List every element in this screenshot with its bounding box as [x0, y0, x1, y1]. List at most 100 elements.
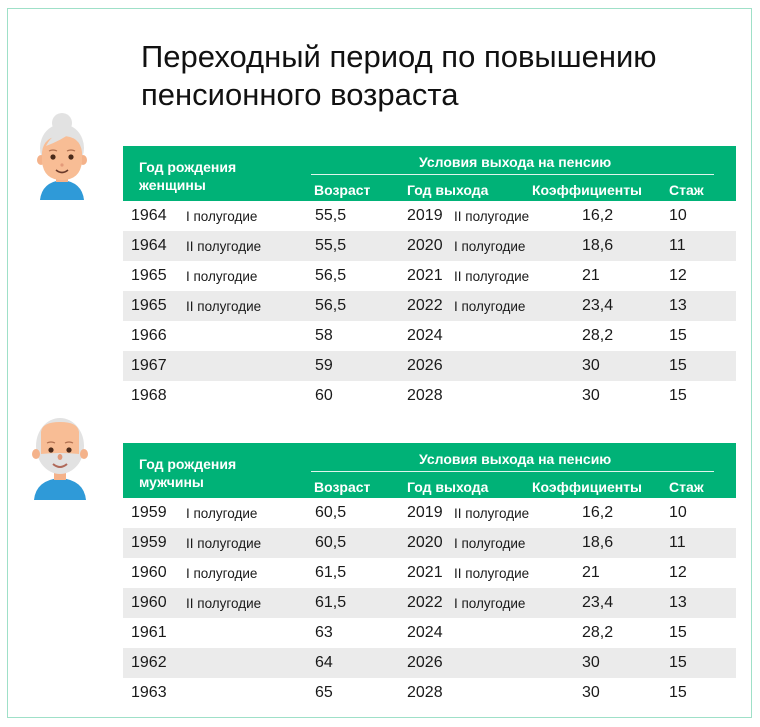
table-row: 1963 65 2028 30 15	[123, 678, 736, 708]
page-frame	[7, 8, 752, 718]
coefficient-cell: 30	[582, 654, 600, 671]
coefficient-cell: 30	[582, 387, 600, 404]
exit-year-cell: 2028	[407, 684, 443, 701]
experience-cell: 13	[669, 297, 687, 314]
experience-cell: 15	[669, 357, 687, 374]
coefficient-cell: 18,6	[582, 237, 614, 254]
exit-year-cell: 2026	[407, 654, 443, 671]
retirement-age-cell: 63	[315, 624, 333, 641]
title-line-2: пенсионного возраста	[141, 77, 459, 112]
exit-half-cell: I полугодие	[454, 536, 526, 551]
retirement-age-cell: 60,5	[315, 504, 347, 521]
birth-year-cell: 1962	[131, 654, 167, 671]
birth-year-cell: 1965	[131, 297, 167, 314]
retirement-age-cell: 55,5	[315, 237, 347, 254]
experience-cell: 13	[669, 594, 687, 611]
birth-year-cell: 1968	[131, 387, 167, 404]
table-row: 1967 59 2026 30 15	[123, 351, 736, 381]
table-row: 1959 II полугодие 60,5 2020 I полугодие 18,6 1…	[123, 528, 736, 558]
experience-cell: 15	[669, 327, 687, 344]
exit-year-cell: 2024	[407, 624, 443, 641]
experience-cell: 12	[669, 564, 687, 581]
exit-year-cell: 2026	[407, 357, 443, 374]
exit-year-cell: 2020	[407, 237, 443, 254]
exit-year-cell: 2022	[407, 297, 443, 314]
experience-header: Стаж	[669, 182, 704, 198]
exit-year-cell: 2020	[407, 534, 443, 551]
exit-year-cell: 2028	[407, 387, 443, 404]
table-row: 1960 I полугодие 61,5 2021 II полугодие 21 12	[123, 558, 736, 588]
birth-year-cell: 1960	[131, 594, 167, 611]
coefficient-cell: 21	[582, 267, 600, 284]
table-row: 1959 I полугодие 60,5 2019 II полугодие 16,2 1…	[123, 498, 736, 528]
retirement-age-cell: 60	[315, 387, 333, 404]
men-table-header: Год рождения мужчины Условия выхода на п…	[123, 443, 736, 498]
experience-cell: 10	[669, 207, 687, 224]
table-row: 1966 58 2024 28,2 15	[123, 321, 736, 351]
birth-year-cell: 1967	[131, 357, 167, 374]
age-header: Возраст	[314, 479, 371, 495]
coefficient-cell: 28,2	[582, 327, 614, 344]
elderly-woman-icon	[37, 113, 87, 200]
experience-cell: 15	[669, 387, 687, 404]
experience-header: Стаж	[669, 479, 704, 495]
experience-cell: 11	[669, 534, 686, 551]
table-row: 1965 I полугодие 56,5 2021 II полугодие 21 12	[123, 261, 736, 291]
coefficient-header: Коэффициенты	[532, 182, 643, 198]
birth-year-cell: 1964	[131, 237, 167, 254]
women-table-header: Год рождения женщины Условия выхода на п…	[123, 146, 736, 201]
men-table: Год рождения мужчины Условия выхода на п…	[123, 443, 736, 708]
exit-half-cell: II полугодие	[454, 269, 530, 284]
title-line-1: Переходный период по повышению	[141, 39, 657, 74]
table-row: 1965 II полугодие 56,5 2022 I полугодие 23,4 1…	[123, 291, 736, 321]
coefficient-cell: 18,6	[582, 534, 614, 551]
retirement-age-cell: 60,5	[315, 534, 347, 551]
birth-year-header: Год рождения мужчины	[139, 456, 237, 490]
exit-half-cell: I полугодие	[454, 596, 526, 611]
page-title: Переходный период по повышению пенсионно…	[141, 38, 657, 114]
coefficient-cell: 28,2	[582, 624, 614, 641]
birth-half-cell: I полугодие	[186, 506, 258, 521]
age-header: Возраст	[314, 182, 371, 198]
exit-year-cell: 2019	[407, 504, 443, 521]
exit-half-cell: I полугодие	[454, 239, 526, 254]
table-row: 1964 II полугодие 55,5 2020 I полугодие 18,6 1…	[123, 231, 736, 261]
birth-half-cell: II полугодие	[186, 299, 262, 314]
coefficient-cell: 23,4	[582, 297, 614, 314]
exit-year-header: Год выхода	[407, 182, 489, 198]
table-row: 1964 I полугодие 55,5 2019 II полугодие 16,2 1…	[123, 201, 736, 231]
retirement-age-cell: 55,5	[315, 207, 347, 224]
retirement-age-cell: 58	[315, 327, 333, 344]
coefficient-cell: 21	[582, 564, 600, 581]
exit-year-cell: 2022	[407, 594, 443, 611]
birth-year-cell: 1963	[131, 684, 167, 701]
exit-half-cell: II полугодие	[454, 209, 530, 224]
retirement-age-cell: 56,5	[315, 297, 347, 314]
experience-cell: 15	[669, 684, 687, 701]
women-table: Год рождения женщины Условия выхода на п…	[123, 146, 736, 411]
header-divider	[311, 174, 714, 175]
coefficient-cell: 30	[582, 684, 600, 701]
birth-year-cell: 1966	[131, 327, 167, 344]
table-row: 1960 II полугодие 61,5 2022 I полугодие 23,4 1…	[123, 588, 736, 618]
exit-year-header: Год выхода	[407, 479, 489, 495]
retirement-age-cell: 61,5	[315, 564, 347, 581]
exit-half-cell: I полугодие	[454, 299, 526, 314]
experience-cell: 15	[669, 624, 687, 641]
retirement-age-cell: 59	[315, 357, 333, 374]
coefficient-cell: 16,2	[582, 504, 614, 521]
birth-year-cell: 1959	[131, 534, 167, 551]
experience-cell: 15	[669, 654, 687, 671]
table-row: 1962 64 2026 30 15	[123, 648, 736, 678]
birth-year-cell: 1961	[131, 624, 167, 641]
conditions-header: Условия выхода на пенсию	[419, 451, 612, 467]
retirement-age-cell: 65	[315, 684, 333, 701]
experience-cell: 10	[669, 504, 687, 521]
birth-year-cell: 1960	[131, 564, 167, 581]
table-row: 1961 63 2024 28,2 15	[123, 618, 736, 648]
birth-year-cell: 1964	[131, 207, 167, 224]
exit-year-cell: 2021	[407, 564, 443, 581]
birth-year-cell: 1965	[131, 267, 167, 284]
coefficient-cell: 16,2	[582, 207, 614, 224]
header-divider	[311, 471, 714, 472]
